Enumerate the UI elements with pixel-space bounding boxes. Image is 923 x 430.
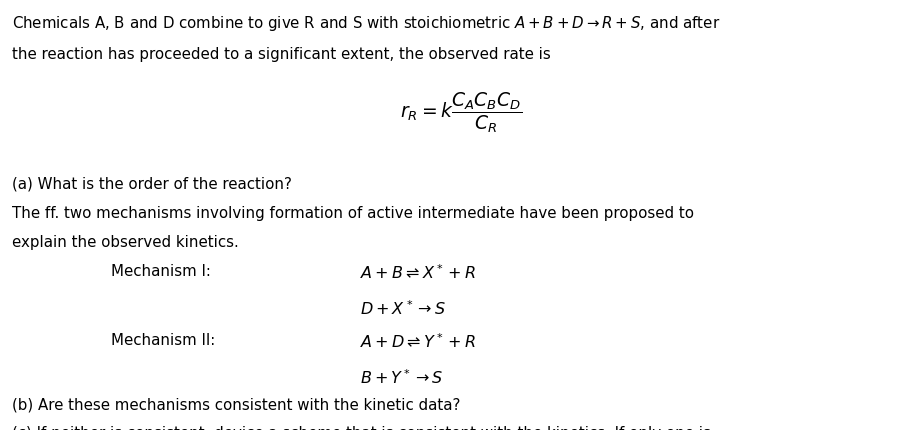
Text: $A + D \rightleftharpoons Y^* + R$: $A + D \rightleftharpoons Y^* + R$: [360, 332, 476, 350]
Text: The ff. two mechanisms involving formation of active intermediate have been prop: The ff. two mechanisms involving formati…: [12, 205, 694, 220]
Text: (c) If neither is consistent, device a scheme that is consistent with the kineti: (c) If neither is consistent, device a s…: [12, 425, 711, 430]
Text: (b) Are these mechanisms consistent with the kinetic data?: (b) Are these mechanisms consistent with…: [12, 396, 461, 412]
Text: explain the observed kinetics.: explain the observed kinetics.: [12, 234, 239, 249]
Text: the reaction has proceeded to a significant extent, the observed rate is: the reaction has proceeded to a signific…: [12, 46, 551, 61]
Text: Mechanism I:: Mechanism I:: [111, 263, 210, 278]
Text: $r_R = k\dfrac{C_A C_B C_D}{C_R}$: $r_R = k\dfrac{C_A C_B C_D}{C_R}$: [401, 90, 522, 135]
Text: Mechanism II:: Mechanism II:: [111, 332, 215, 347]
Text: Chemicals A, B and D combine to give R and S with stoichiometric $A + B + D \rig: Chemicals A, B and D combine to give R a…: [12, 14, 720, 33]
Text: $B + Y^* \rightarrow S$: $B + Y^* \rightarrow S$: [360, 368, 443, 386]
Text: $D + X^* \rightarrow S$: $D + X^* \rightarrow S$: [360, 299, 446, 317]
Text: $A + B \rightleftharpoons X^* + R$: $A + B \rightleftharpoons X^* + R$: [360, 263, 476, 282]
Text: (a) What is the order of the reaction?: (a) What is the order of the reaction?: [12, 176, 292, 191]
